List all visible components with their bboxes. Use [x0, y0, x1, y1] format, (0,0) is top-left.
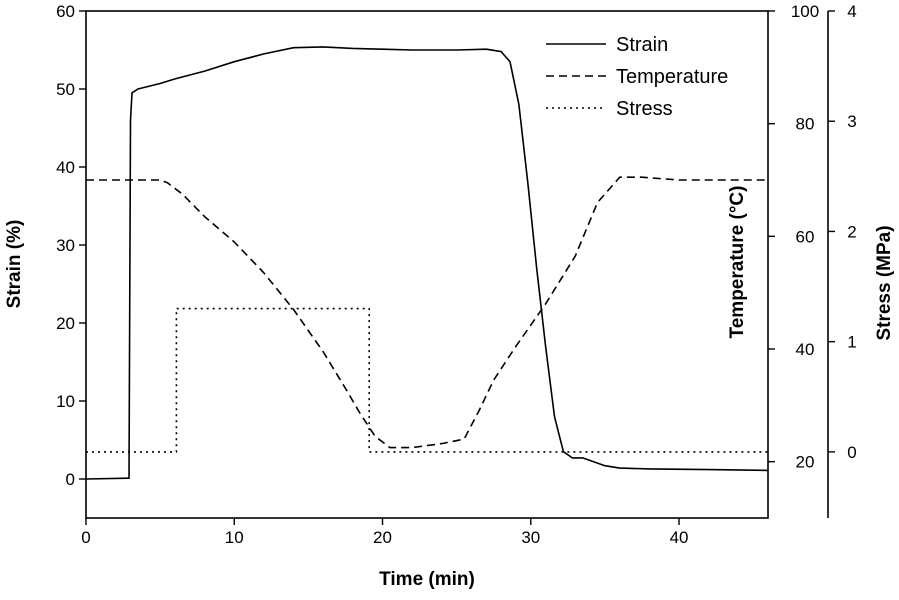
- y-temp-tick-label: 80: [796, 115, 815, 134]
- x-tick-label: 30: [521, 528, 540, 547]
- axes-layer: 0 10 20 30 40 0 10 20 30 40 50 60 20 40 60 80 100 0 1 2 3 4: [56, 2, 857, 547]
- y-left-tick-label: 0: [66, 470, 75, 489]
- x-tick-label: 20: [373, 528, 392, 547]
- y-stress-tick-label: 3: [847, 112, 856, 131]
- y-temp-tick-label: 60: [796, 227, 815, 246]
- y-left-tick-label: 30: [56, 236, 75, 255]
- series-temperature-line: [86, 176, 768, 449]
- series-stress-line: [86, 307, 768, 453]
- legend-label-stress: Stress: [616, 98, 673, 120]
- y-temp-tick-label: 100: [791, 2, 819, 21]
- y-axis-title-left: Strain (%): [4, 220, 25, 309]
- y-temp-tick-label: 20: [796, 453, 815, 472]
- y-left-tick-label: 60: [56, 2, 75, 21]
- y-left-tick-label: 50: [56, 80, 75, 99]
- y-stress-tick-label: 4: [847, 2, 856, 21]
- y-stress-tick-label: 2: [847, 222, 856, 241]
- y-stress-tick-label: 0: [847, 443, 856, 462]
- y-left-tick-label: 40: [56, 158, 75, 177]
- legend-label-temperature: Temperature: [616, 66, 728, 88]
- y-left-tick-label: 10: [56, 392, 75, 411]
- plot-frame: [85, 10, 769, 519]
- legend: Strain Temperature Stress: [546, 34, 728, 120]
- legend-label-strain: Strain: [616, 34, 668, 56]
- x-axis-title: Time (min): [379, 569, 475, 590]
- y-axis-title-stress: Stress (MPa): [874, 225, 895, 340]
- series-layer: [85, 46, 769, 480]
- x-tick-label: 40: [670, 528, 689, 547]
- y-temp-tick-label: 40: [796, 340, 815, 359]
- x-tick-label: 0: [81, 528, 90, 547]
- series-strain-line: [85, 46, 769, 480]
- y-stress-tick-label: 1: [847, 333, 856, 352]
- y-left-tick-label: 20: [56, 314, 75, 333]
- x-tick-label: 10: [225, 528, 244, 547]
- y-axis-title-temperature: Temperature (°C): [727, 186, 748, 339]
